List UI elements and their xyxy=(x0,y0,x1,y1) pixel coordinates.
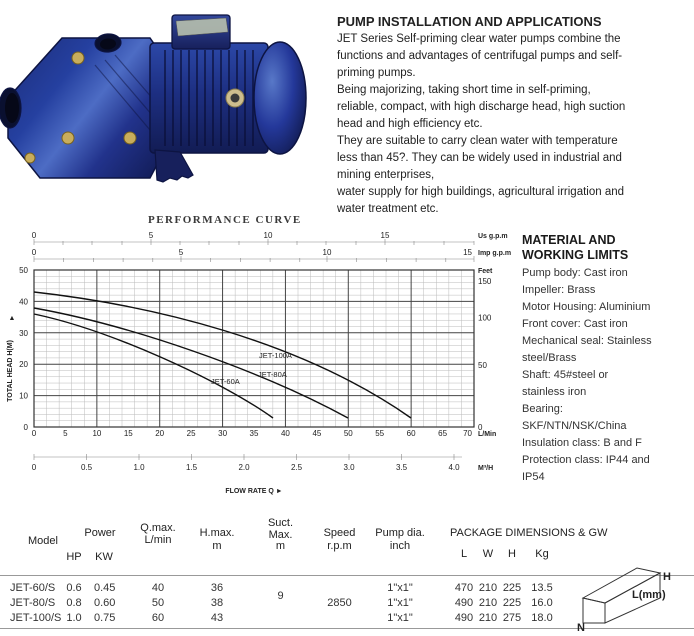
svg-text:40: 40 xyxy=(19,297,28,306)
svg-text:60: 60 xyxy=(407,429,416,438)
svg-text:5: 5 xyxy=(179,248,184,257)
svg-text:TOTAL HEAD H(M): TOTAL HEAD H(M) xyxy=(7,340,14,402)
svg-text:Us g.p.m: Us g.p.m xyxy=(478,233,508,240)
svg-text:35: 35 xyxy=(250,429,259,438)
svg-text:65: 65 xyxy=(438,429,447,438)
svg-text:1.5: 1.5 xyxy=(186,463,198,472)
svg-text:10: 10 xyxy=(92,429,101,438)
svg-text:0: 0 xyxy=(32,463,37,472)
svg-text:45: 45 xyxy=(312,429,321,438)
svg-text:15: 15 xyxy=(124,429,133,438)
svg-text:N: N xyxy=(577,622,585,633)
svg-text:30: 30 xyxy=(218,429,227,438)
svg-text:70: 70 xyxy=(463,429,472,438)
svg-text:25: 25 xyxy=(187,429,196,438)
svg-text:Feet: Feet xyxy=(478,268,493,275)
svg-text:L/Min: L/Min xyxy=(478,431,496,438)
svg-text:FLOW RATE Q ►: FLOW RATE Q ► xyxy=(225,488,282,495)
svg-text:150: 150 xyxy=(478,277,492,286)
svg-text:15: 15 xyxy=(381,231,390,240)
svg-text:0: 0 xyxy=(32,429,37,438)
svg-text:5: 5 xyxy=(63,429,68,438)
svg-text:4.0: 4.0 xyxy=(448,463,460,472)
svg-text:Imp g.p.m: Imp g.p.m xyxy=(478,250,511,257)
svg-text:20: 20 xyxy=(19,360,28,369)
svg-text:L(mm): L(mm) xyxy=(632,589,666,601)
svg-text:50: 50 xyxy=(344,429,353,438)
svg-text:0: 0 xyxy=(32,248,37,257)
svg-text:1.0: 1.0 xyxy=(133,463,145,472)
svg-text:50: 50 xyxy=(478,361,487,370)
svg-text:3.5: 3.5 xyxy=(396,463,408,472)
svg-text:0.5: 0.5 xyxy=(81,463,93,472)
svg-text:100: 100 xyxy=(478,313,492,322)
svg-text:2.0: 2.0 xyxy=(238,463,250,472)
svg-text:0: 0 xyxy=(32,231,37,240)
svg-text:M³/H: M³/H xyxy=(478,465,493,472)
svg-text:0: 0 xyxy=(478,423,483,432)
svg-text:JET-100A: JET-100A xyxy=(259,351,292,360)
svg-text:H: H xyxy=(663,571,671,583)
svg-text:15: 15 xyxy=(463,248,472,257)
svg-text:10: 10 xyxy=(19,392,28,401)
svg-text:▲: ▲ xyxy=(9,315,16,322)
svg-text:10: 10 xyxy=(323,248,332,257)
svg-text:3.0: 3.0 xyxy=(343,463,355,472)
svg-text:55: 55 xyxy=(375,429,384,438)
svg-text:30: 30 xyxy=(19,329,28,338)
svg-text:10: 10 xyxy=(264,231,273,240)
svg-text:2.5: 2.5 xyxy=(291,463,303,472)
svg-text:40: 40 xyxy=(281,429,290,438)
svg-text:20: 20 xyxy=(155,429,164,438)
svg-text:JET-60A: JET-60A xyxy=(211,377,240,386)
svg-text:5: 5 xyxy=(149,231,154,240)
svg-text:0: 0 xyxy=(24,423,29,432)
svg-text:JET-80A: JET-80A xyxy=(258,370,287,379)
svg-text:50: 50 xyxy=(19,266,28,275)
